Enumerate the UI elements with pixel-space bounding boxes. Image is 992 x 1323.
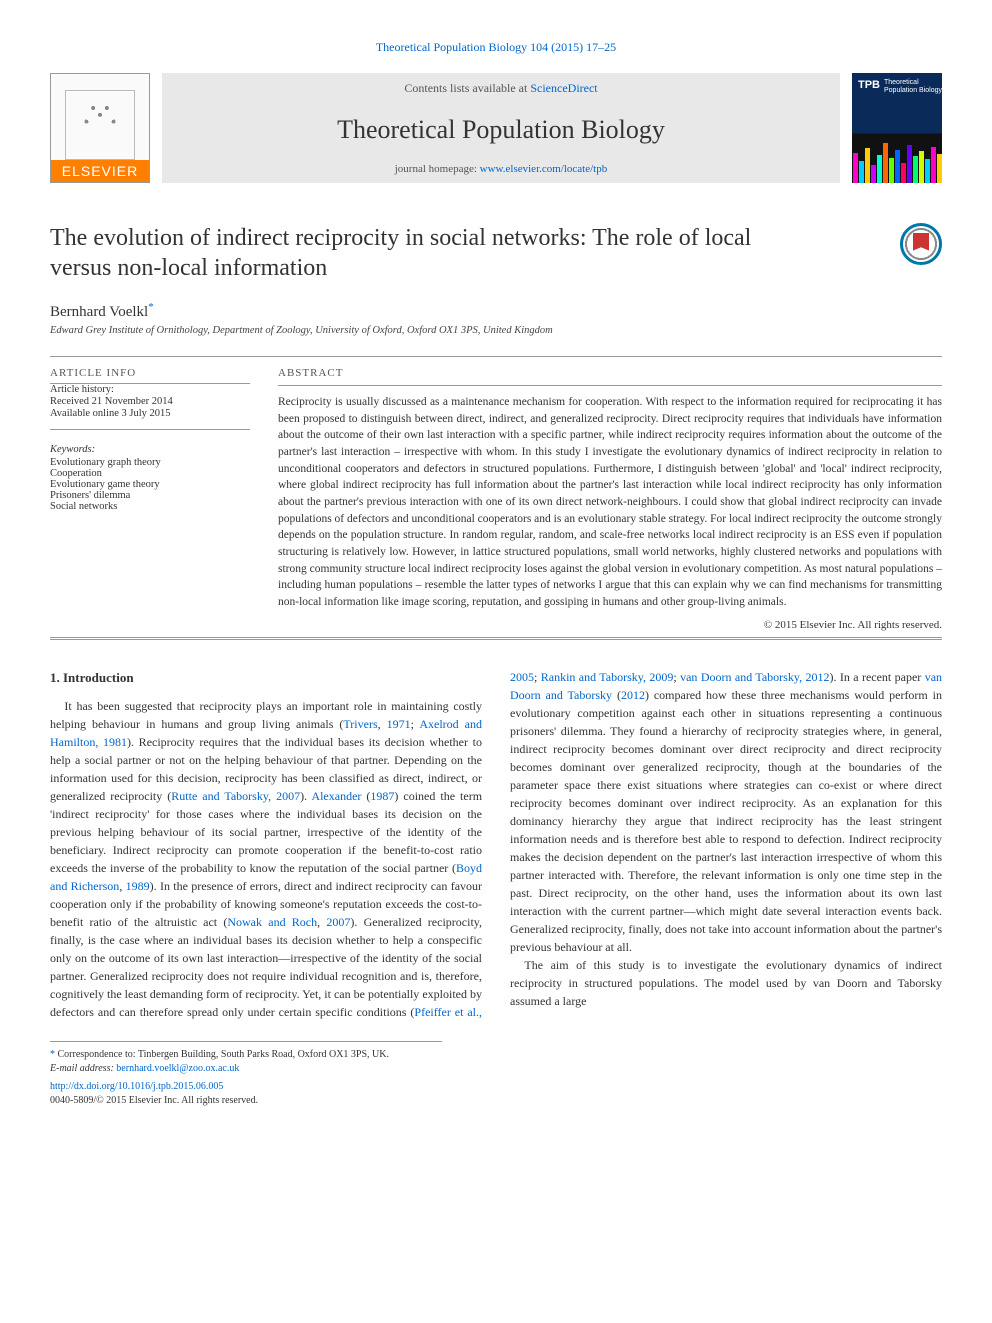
cover-bars [852,138,942,183]
paragraph: The aim of this study is to investigate … [510,956,942,1010]
article-title: The evolution of indirect reciprocity in… [50,223,810,283]
footnotes: * Correspondence to: Tinbergen Building,… [50,1041,442,1108]
cover-subtitle: Theoretical Population Biology [884,79,942,94]
article-info-label: article info [50,367,250,379]
journal-cover-thumb[interactable]: TPB Theoretical Population Biology [852,73,942,183]
elsevier-tree-icon [65,90,135,160]
doi-line: http://dx.doi.org/10.1016/j.tpb.2015.06.… [50,1080,442,1094]
abstract-text: Reciprocity is usually discussed as a ma… [278,394,942,611]
cover-tpb: TPB [858,79,880,91]
body-text: 1. Introduction It has been suggested th… [50,668,942,1022]
divider [50,356,942,357]
masthead: ELSEVIER Contents lists available at Sci… [50,73,942,183]
email-link[interactable]: bernhard.voelkl@zoo.ox.ac.uk [116,1063,239,1074]
corresponding-note: * Correspondence to: Tinbergen Building,… [50,1048,442,1062]
author-name: Bernhard Voelkl [50,304,148,320]
abstract-column: abstract Reciprocity is usually discusse… [278,367,942,631]
citation-link[interactable]: 1987 [370,789,394,803]
crossmark-icon[interactable] [900,223,942,265]
authors: Bernhard Voelkl* [50,301,942,321]
contents-available-line: Contents lists available at ScienceDirec… [404,81,597,96]
author-corresponding-mark[interactable]: * [148,301,154,313]
journal-name: Theoretical Population Biology [337,115,665,145]
masthead-center: Contents lists available at ScienceDirec… [162,73,840,183]
doi-link[interactable]: http://dx.doi.org/10.1016/j.tpb.2015.06.… [50,1081,223,1092]
citation-link[interactable]: Alexander [311,789,361,803]
citation-link[interactable]: 2012 [621,688,645,702]
affiliation: Edward Grey Institute of Ornithology, De… [50,325,942,336]
citation-link[interactable]: Theoretical Population Biology 104 (2015… [376,40,616,54]
footnote-mark[interactable]: * [50,1049,55,1060]
keyword: Prisoners' dilemma [50,490,250,501]
article-info-column: article info Article history: Received 2… [50,367,250,631]
sciencedirect-link[interactable]: ScienceDirect [530,81,597,95]
citation-link[interactable]: 1989 [126,879,150,893]
section-heading: 1. Introduction [50,668,482,688]
citation-link[interactable]: 1971 [387,717,411,731]
abstract-copyright: © 2015 Elsevier Inc. All rights reserved… [278,619,942,631]
homepage-link[interactable]: www.elsevier.com/locate/tpb [480,163,608,175]
abstract-label: abstract [278,367,942,379]
issn-line: 0040-5809/© 2015 Elsevier Inc. All right… [50,1094,442,1108]
citation-link[interactable]: 2007 [326,915,350,929]
email-line: E-mail address: bernhard.voelkl@zoo.ox.a… [50,1062,442,1076]
citation-header: Theoretical Population Biology 104 (2015… [50,40,942,55]
keyword: Evolutionary game theory [50,479,250,490]
homepage-line: journal homepage: www.elsevier.com/locat… [395,163,608,175]
citation-link[interactable]: Rankin and Taborsky, 2009 [541,670,674,684]
elsevier-logo[interactable]: ELSEVIER [50,73,150,183]
citation-link[interactable]: Rutte and Taborsky, 2007 [171,789,300,803]
citation-link[interactable]: van Doorn and Taborsky, 2012 [680,670,829,684]
elsevier-brand-text: ELSEVIER [51,160,149,182]
keyword: Cooperation [50,468,250,479]
double-rule [50,637,942,640]
keywords-label: Keywords: [50,444,250,455]
citation-link[interactable]: Trivers [343,717,377,731]
article-history: Article history: Received 21 November 20… [50,384,250,419]
citation-link[interactable]: Nowak and Roch [227,915,317,929]
keyword: Evolutionary graph theory [50,457,250,468]
keyword: Social networks [50,501,250,512]
